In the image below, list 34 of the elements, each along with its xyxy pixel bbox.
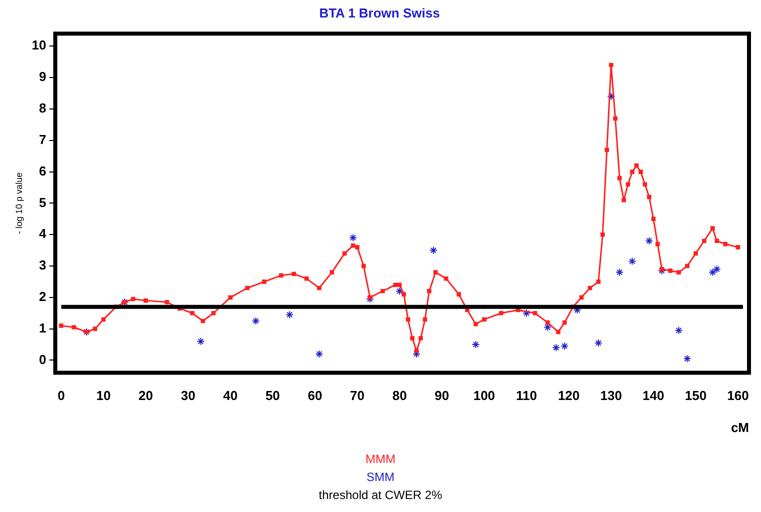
x-tick-label: 80	[392, 388, 407, 404]
x-tick-label: 160	[727, 388, 749, 404]
x-tick-label: 150	[684, 388, 707, 404]
x-tick-label: 10	[96, 388, 111, 404]
text: MMM	[364, 451, 396, 468]
x-tick-label: 30	[180, 388, 196, 404]
x-tick-label: 110	[516, 388, 537, 404]
x-tick-label: 70	[350, 388, 365, 404]
x-axis-title: cM	[730, 420, 749, 435]
x-tick-label: 40	[223, 388, 238, 404]
x-tick-label: 0	[58, 388, 65, 404]
x-tick-label: 60	[308, 388, 322, 404]
ref-line-label: threshold at CWER 2%	[318, 487, 444, 504]
x-tick-label: 100	[473, 388, 496, 404]
x-tick-label: 90	[434, 388, 450, 404]
chart-title: BTA 1 Brown Swiss	[319, 5, 440, 20]
y-axis-title: - log 10 p value	[14, 172, 24, 234]
y-tick-label: 6	[39, 163, 46, 178]
y-tick-label: 5	[39, 194, 46, 210]
x-tick-label: 50	[265, 388, 280, 404]
x-tick-label: 20	[138, 388, 154, 404]
x-tick-label: 140	[642, 388, 664, 404]
y-tick-label: 8	[39, 100, 46, 116]
y-tick-label: 9	[39, 69, 46, 84]
y-tick-label: 10	[32, 38, 46, 53]
y-tick-label: 0	[39, 352, 46, 367]
text: SMM	[366, 469, 396, 486]
y-tick-label: 1	[39, 320, 46, 336]
y-tick-label: 7	[39, 132, 46, 147]
y-tick-label: 4	[39, 226, 48, 242]
y-tick-label: 2	[39, 289, 46, 304]
x-tick-label: 130	[600, 388, 622, 404]
x-tick-label: 120	[558, 388, 580, 404]
y-tick-label: 3	[39, 258, 46, 273]
